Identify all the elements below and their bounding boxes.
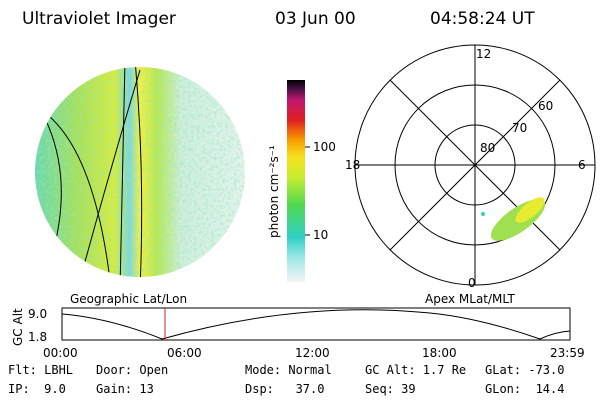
footer-field: Gain: 13 — [96, 382, 154, 396]
polar-grid — [354, 44, 596, 286]
footer-field: IP: 9.0 — [8, 382, 66, 396]
date: 03 Jun 00 — [275, 9, 356, 29]
projection-label: Apex MLat/MLT — [425, 292, 515, 306]
footer: Flt: LBHL Door: Open Mode: Normal GC Alt: 1… — [8, 363, 564, 396]
x-tick: 06:00 — [167, 346, 202, 360]
mlt-label: 6 — [578, 158, 586, 172]
x-tick: 23:59 — [550, 346, 585, 360]
mlat-label: 60 — [538, 99, 553, 113]
footer-field: Door: Open — [96, 363, 168, 377]
y-tick: 9.0 — [28, 307, 47, 321]
x-tick: 00:00 — [43, 346, 78, 360]
time: 04:58:24 UT — [430, 9, 535, 29]
y-tick: 1.8 — [28, 330, 47, 344]
cbar-tick: 10 — [313, 228, 328, 242]
footer-field: Seq: 39 — [365, 382, 416, 396]
mlat-label: 80 — [480, 141, 495, 155]
projection-label: Geographic Lat/Lon — [70, 292, 187, 306]
title: Ultraviolet Imager — [22, 9, 176, 29]
earth-image — [35, 67, 245, 277]
footer-field: GC Alt: 1.7 Re — [365, 363, 466, 377]
footer-field: Dsp: 37.0 — [245, 382, 324, 396]
footer-field: GLon: 14.4 — [485, 382, 564, 396]
mlt-label: 12 — [476, 47, 491, 61]
color-bar — [287, 80, 305, 282]
altitude-plot — [61, 307, 571, 341]
footer-field: GLat: -73.0 — [485, 363, 564, 377]
mlt-label: 0 — [468, 276, 476, 290]
x-tick: 12:00 — [295, 346, 330, 360]
aurora — [481, 197, 546, 241]
mlat-label: 70 — [512, 121, 527, 135]
footer-field: Flt: LBHL — [8, 363, 73, 377]
footer-field: Mode: Normal — [245, 363, 332, 377]
x-tick: 18:00 — [422, 346, 457, 360]
mlt-label: 18 — [345, 158, 360, 172]
cbar-label: photon cm⁻²s⁻¹ — [267, 145, 281, 238]
y-label: GC Alt — [11, 308, 25, 346]
cbar-tick: 100 — [313, 140, 336, 154]
